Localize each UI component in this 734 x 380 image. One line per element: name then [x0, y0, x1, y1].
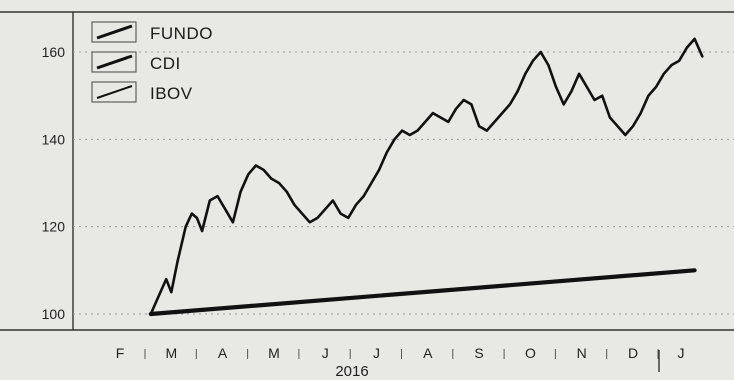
x-tick-label: J — [678, 345, 685, 361]
x-tick-label: F — [116, 345, 125, 361]
series-line-fundo — [149, 37, 704, 316]
y-tick-labels: 100 120 140 160 — [42, 44, 66, 322]
x-axis-year-label: 2016 — [335, 363, 368, 380]
x-tick-label: N — [577, 345, 587, 361]
x-tick-label: A — [423, 345, 433, 361]
y-tick-label: 120 — [42, 219, 66, 235]
gridlines — [73, 51, 734, 315]
legend-swatch-box — [91, 81, 137, 103]
legend-swatch-line — [96, 85, 133, 99]
series-line-cdi — [148, 268, 697, 317]
x-tick-label: M — [165, 345, 177, 361]
x-tick-label: S — [474, 345, 483, 361]
legend-label: FUNDO — [150, 24, 213, 43]
legend-label: CDI — [150, 54, 181, 73]
legend-label: IBOV — [150, 84, 193, 103]
legend-swatch-line — [96, 54, 133, 70]
legend-entry-fundo: FUNDO — [91, 21, 213, 43]
legend-swatch-box — [91, 51, 137, 73]
x-tick-label: O — [525, 345, 536, 361]
legend-entry-ibov: IBOV — [91, 81, 193, 103]
legend: FUNDO CDI IBOV — [91, 21, 213, 103]
y-tick-label: 140 — [42, 131, 66, 147]
legend-swatch-line — [96, 24, 133, 40]
y-tick-label: 160 — [42, 44, 66, 60]
legend-swatch-box — [91, 21, 137, 43]
x-tick-label: M — [268, 345, 280, 361]
x-tick-label: J — [322, 345, 329, 361]
x-tick-label: J — [373, 345, 380, 361]
series-lines — [148, 37, 704, 317]
y-tick-label: 100 — [42, 306, 66, 322]
x-tick-label: A — [218, 345, 228, 361]
x-tick-label: D — [628, 345, 638, 361]
legend-entry-cdi: CDI — [91, 51, 181, 73]
